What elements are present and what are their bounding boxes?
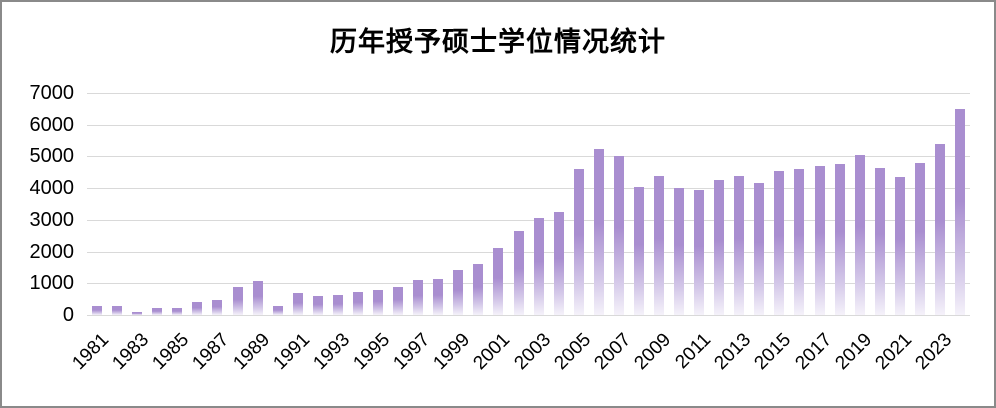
bar-1991 (292, 292, 303, 315)
bar-2011 (694, 189, 705, 315)
bar-1981 (92, 306, 102, 315)
bar-2023 (934, 143, 945, 315)
gridline-6000 (87, 124, 970, 126)
bar-2017 (814, 165, 825, 315)
gridline-7000 (87, 93, 970, 94)
chart-title: 历年授予硕士学位情况统计 (330, 27, 666, 57)
bar-2015 (774, 170, 785, 315)
bar-2018 (834, 164, 845, 315)
gridline-4000 (87, 188, 970, 190)
y-tick-label-4000: 4000 (29, 177, 75, 200)
bar-1983 (132, 311, 143, 315)
bar-2016 (794, 169, 805, 315)
bar-1986 (192, 302, 203, 315)
y-tick-label-6000: 6000 (29, 113, 75, 136)
bar-2005 (573, 169, 584, 315)
y-tick-label-0: 0 (62, 304, 74, 326)
bar-1990 (272, 306, 283, 315)
bar-1992 (312, 296, 323, 315)
bar-2008 (633, 186, 644, 315)
bar-2007 (613, 156, 624, 315)
bar-2024 (955, 108, 965, 315)
bar-2020 (874, 167, 885, 315)
bar-1985 (172, 307, 183, 315)
bar-2000 (473, 263, 484, 315)
bar-1994 (352, 291, 363, 315)
gridline-1000 (87, 283, 970, 285)
y-tick-label-1000: 1000 (29, 272, 75, 295)
bar-1982 (112, 305, 123, 315)
bar-2022 (914, 162, 925, 315)
gridline-5000 (87, 156, 970, 158)
bar-2021 (894, 177, 905, 315)
bar-2003 (533, 218, 544, 315)
bar-1995 (373, 289, 383, 315)
bar-2012 (714, 180, 725, 315)
bar-1997 (413, 279, 424, 315)
bar-2014 (754, 183, 765, 315)
bar-1987 (212, 300, 223, 315)
bar-2004 (553, 211, 564, 315)
bar-1999 (453, 270, 464, 315)
y-tick-label-3000: 3000 (29, 208, 75, 231)
y-tick-label-5000: 5000 (29, 145, 75, 168)
bar-2013 (734, 175, 745, 315)
bar-2009 (653, 175, 664, 315)
bar-1984 (152, 308, 163, 315)
bar-1988 (232, 286, 243, 315)
bar-1996 (393, 286, 404, 315)
y-tick-label-2000: 2000 (29, 240, 75, 263)
y-tick-label-7000: 7000 (29, 82, 75, 104)
bar-2002 (513, 231, 524, 315)
gridline-3000 (87, 219, 970, 221)
gridline-0 (87, 315, 970, 316)
gridline-2000 (87, 251, 970, 253)
bar-2010 (674, 188, 684, 315)
bar-2001 (493, 248, 504, 315)
bar-1998 (433, 279, 444, 315)
bar-1993 (332, 294, 343, 315)
bar-1989 (252, 280, 263, 315)
bar-2006 (593, 148, 604, 315)
bar-2019 (854, 154, 865, 315)
